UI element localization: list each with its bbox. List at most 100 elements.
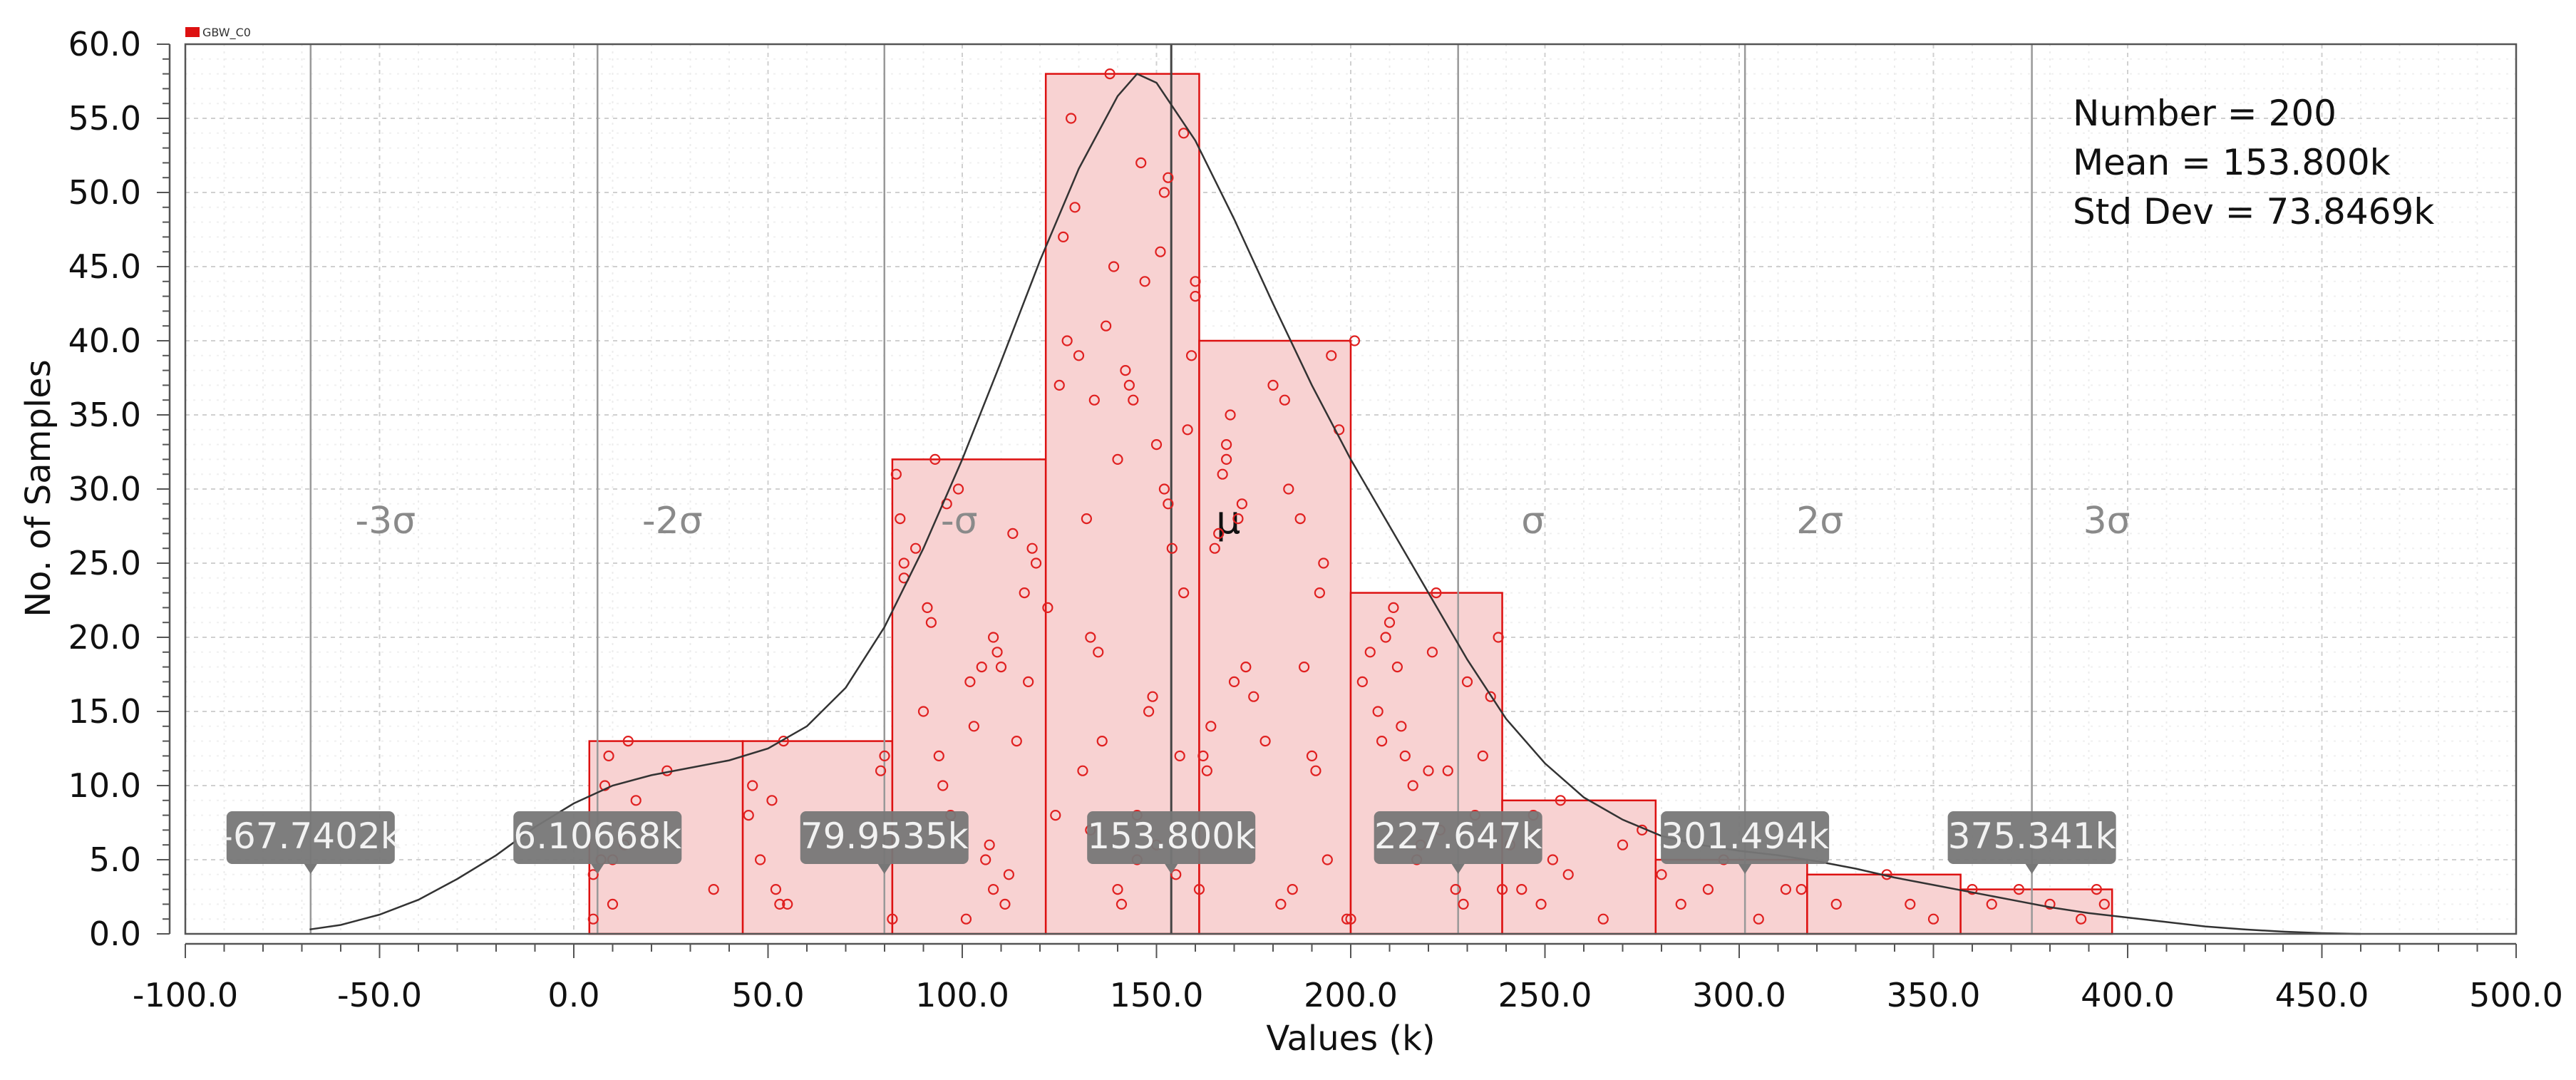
- y-tick-label: 55.0: [68, 99, 141, 138]
- sample-point: [1259, 735, 1271, 747]
- mean-label: μ: [1216, 498, 1240, 542]
- sample-point: [1147, 691, 1158, 702]
- y-tick-label: 45.0: [68, 247, 141, 286]
- y-tick-label: 0.0: [89, 915, 141, 953]
- sample-point: [1461, 676, 1473, 688]
- sample-point: [1322, 854, 1333, 865]
- sample-point: [1225, 409, 1236, 421]
- sample-point: [1011, 735, 1022, 747]
- sample-point: [1053, 379, 1065, 391]
- sample-point: [922, 602, 933, 614]
- sample-point: [607, 898, 619, 910]
- marker-pointer: [1165, 864, 1178, 874]
- marker-value: 227.647k: [1374, 816, 1542, 857]
- sample-point: [603, 750, 614, 762]
- sample-point: [587, 869, 599, 880]
- marker-pointer: [877, 864, 891, 874]
- sample-point: [991, 647, 1003, 658]
- y-tick-label: 60.0: [68, 25, 141, 63]
- sample-point: [1493, 632, 1504, 643]
- marker-box: [513, 811, 682, 864]
- sample-point: [1093, 647, 1104, 658]
- sigma-value-marker: 375.341k: [1947, 811, 2116, 874]
- sample-point: [1423, 765, 1434, 776]
- sample-point: [622, 735, 634, 747]
- axes: 0.0 5.0 10.0 15.0 20.0 25.0 30.0 35.0 40.0 45.0 50…: [68, 25, 2563, 1014]
- sample-point: [875, 765, 887, 776]
- marker-value: 153.800k: [1087, 816, 1255, 857]
- sample-point: [898, 557, 910, 569]
- sample-point: [1986, 898, 1997, 910]
- sample-point: [1702, 883, 1714, 895]
- sigma-label: σ: [1521, 500, 1545, 542]
- sample-point: [1294, 513, 1306, 525]
- sample-point: [1104, 68, 1116, 80]
- marker-pointer: [304, 864, 317, 874]
- sample-point: [1236, 498, 1248, 510]
- marker-value: 79.9535k: [800, 816, 969, 857]
- sample-point: [1376, 735, 1388, 747]
- sample-point: [1830, 898, 1842, 910]
- sigma-lines: -3σ -2σ -σ μ σ 2σ 3σ: [309, 44, 2131, 934]
- sample-point: [1442, 765, 1453, 776]
- sample-point: [1081, 513, 1093, 525]
- x-tick-label: 150.0: [1110, 976, 1204, 1014]
- sample-point: [968, 721, 979, 732]
- x-tick-label: 250.0: [1498, 976, 1592, 1014]
- sample-point: [984, 839, 995, 850]
- sample-point: [1675, 898, 1686, 910]
- sigma-value-marker: 6.10668k: [513, 811, 682, 874]
- sample-point: [1003, 869, 1015, 880]
- sigma-value-marker: 79.9535k: [800, 811, 969, 874]
- sample-point: [1905, 898, 1916, 910]
- sample-point: [1927, 913, 1939, 925]
- sample-point: [1158, 187, 1170, 198]
- sample-point: [1356, 676, 1368, 688]
- sample-point: [1396, 721, 1407, 732]
- sample-point: [1275, 898, 1287, 910]
- marker-box: [800, 811, 969, 864]
- sample-point: [1298, 661, 1310, 673]
- sample-point: [1155, 246, 1166, 257]
- sample-point: [890, 468, 902, 480]
- sample-point: [1364, 647, 1376, 658]
- sample-point: [754, 854, 766, 865]
- sigma-value-marker: 227.647k: [1374, 811, 1542, 874]
- sample-point: [1240, 661, 1252, 673]
- sample-point: [1077, 765, 1088, 776]
- y-tick-label: 30.0: [68, 470, 141, 508]
- sample-point: [1391, 661, 1403, 673]
- sample-point: [1283, 483, 1294, 495]
- sample-point: [1182, 424, 1193, 436]
- sample-point: [1069, 202, 1081, 213]
- sample-point: [1372, 706, 1384, 717]
- sample-point: [630, 795, 642, 806]
- sigma-label: -3σ: [355, 500, 416, 542]
- marker-box: [1947, 811, 2116, 864]
- x-tick-label: 0.0: [547, 976, 599, 1014]
- sample-point: [987, 883, 999, 895]
- x-tick-label: 200.0: [1304, 976, 1398, 1014]
- sample-point: [1112, 883, 1123, 895]
- sample-point: [960, 913, 972, 925]
- sample-point: [1220, 453, 1232, 466]
- sample-point: [743, 809, 754, 821]
- sample-point: [1326, 350, 1337, 361]
- sigma-label: 2σ: [1796, 500, 1843, 542]
- sample-point: [599, 780, 611, 791]
- x-tick-label: 400.0: [2081, 976, 2175, 1014]
- marker-box: [1087, 811, 1256, 864]
- sample-point: [1516, 883, 1527, 895]
- sigma-label: -2σ: [642, 500, 703, 542]
- sample-point: [1535, 898, 1547, 910]
- sample-point: [1185, 350, 1197, 361]
- sample-point: [1213, 528, 1225, 540]
- sample-point: [2076, 913, 2087, 925]
- marker-value: 375.341k: [1948, 816, 2116, 857]
- sample-point: [1341, 913, 1353, 925]
- marker-box: [1661, 811, 1830, 864]
- sample-point: [1314, 587, 1326, 599]
- sample-point: [774, 898, 785, 910]
- sample-point: [1753, 913, 1764, 925]
- sample-point: [708, 883, 719, 895]
